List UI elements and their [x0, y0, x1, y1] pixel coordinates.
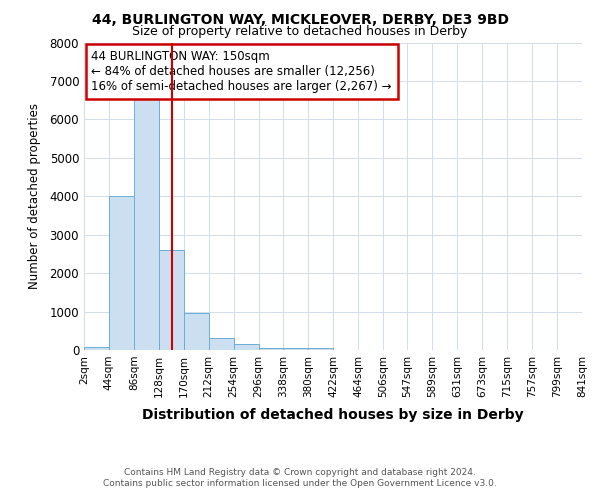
Bar [308, 348, 333, 350]
Bar [109, 196, 134, 350]
Bar [233, 344, 259, 350]
Bar [184, 314, 209, 350]
Bar [159, 250, 184, 350]
X-axis label: Distribution of detached houses by size in Derby: Distribution of detached houses by size … [142, 408, 524, 422]
Text: 44, BURLINGTON WAY, MICKLEOVER, DERBY, DE3 9BD: 44, BURLINGTON WAY, MICKLEOVER, DERBY, D… [91, 12, 509, 26]
Y-axis label: Number of detached properties: Number of detached properties [28, 104, 41, 289]
Bar [84, 347, 109, 350]
Bar [209, 338, 233, 350]
Bar [259, 348, 283, 350]
Text: 44 BURLINGTON WAY: 150sqm
← 84% of detached houses are smaller (12,256)
16% of s: 44 BURLINGTON WAY: 150sqm ← 84% of detac… [91, 50, 392, 93]
Text: Size of property relative to detached houses in Derby: Size of property relative to detached ho… [133, 25, 467, 38]
Text: Contains HM Land Registry data © Crown copyright and database right 2024.
Contai: Contains HM Land Registry data © Crown c… [103, 468, 497, 487]
Bar [283, 348, 308, 350]
Bar [134, 96, 159, 350]
